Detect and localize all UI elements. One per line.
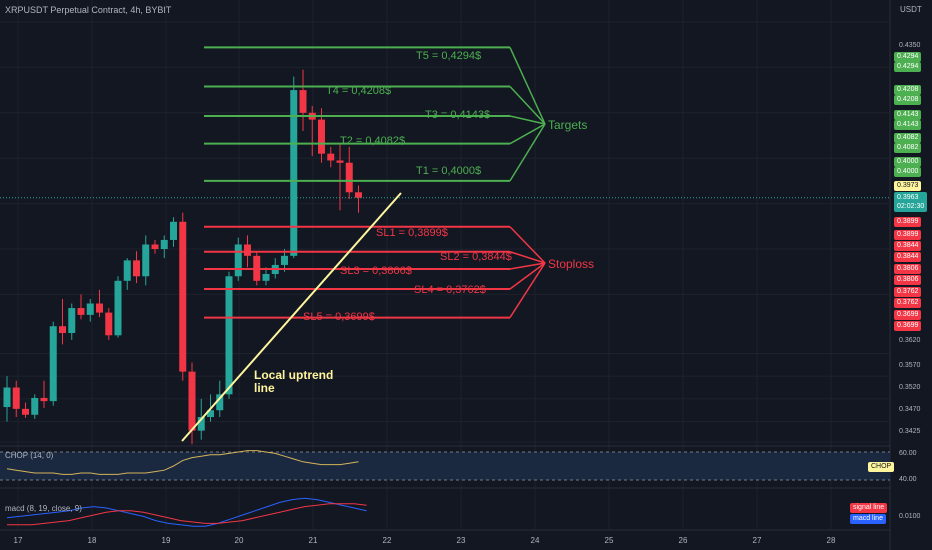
candle-up — [142, 244, 150, 277]
x-tick-label: 24 — [531, 536, 540, 545]
candle-up — [197, 417, 205, 431]
candle-down — [22, 408, 29, 415]
x-tick-label: 17 — [14, 536, 23, 545]
candle-up — [31, 397, 39, 415]
candle-down — [345, 162, 353, 193]
x-tick-label: 22 — [383, 536, 392, 545]
candle-up — [262, 274, 270, 281]
candle-up — [234, 244, 242, 277]
candle-down — [355, 192, 362, 198]
candle-down — [336, 160, 344, 163]
candle-down — [105, 312, 113, 336]
candle-down — [318, 119, 325, 154]
x-tick-label: 23 — [457, 536, 466, 545]
target-arrow-line — [509, 123, 546, 145]
candle-up — [114, 280, 122, 336]
candle-up — [3, 387, 11, 408]
x-tick-label: 18 — [88, 536, 97, 545]
candle-down — [12, 387, 20, 409]
candle-up — [207, 410, 214, 418]
target-arrow-line — [509, 85, 546, 125]
candle-up — [216, 394, 224, 411]
macd-level-label: 0.0100 — [899, 513, 921, 520]
candle-down — [40, 397, 48, 402]
macd-signal-line — [7, 503, 367, 526]
candle-down — [299, 90, 307, 113]
candle-down — [96, 303, 103, 313]
x-tick-label: 20 — [235, 536, 244, 545]
y-tick-label: 0.4350 — [899, 42, 921, 49]
stoploss-arrow-line — [509, 262, 546, 290]
y-tick-label: 0.3425 — [899, 428, 921, 435]
y-tick-label: 0.3520 — [899, 384, 921, 391]
x-tick-label: 25 — [605, 536, 614, 545]
candle-down — [151, 244, 159, 250]
stoploss-arrow-line — [509, 226, 546, 264]
candle-up — [170, 221, 177, 240]
stoploss-arrow-line — [509, 262, 546, 318]
target-arrow-line — [509, 123, 546, 182]
candle-down — [244, 244, 251, 256]
uptrend-line — [181, 192, 402, 442]
candle-down — [77, 308, 85, 315]
x-tick-label: 19 — [162, 536, 171, 545]
candle-up — [290, 90, 298, 256]
candle-down — [188, 371, 196, 431]
candle-down — [59, 326, 66, 334]
macd-line — [6, 497, 367, 527]
y-tick-label: 0.3570 — [899, 362, 921, 369]
target-arrow-line — [509, 115, 546, 125]
candle-up — [225, 276, 233, 395]
chop-band — [0, 452, 890, 480]
x-tick-label: 26 — [679, 536, 688, 545]
candle-down — [327, 153, 335, 161]
stoploss-arrow-line — [509, 251, 546, 264]
candle-up — [86, 303, 94, 315]
candle-up — [123, 260, 131, 281]
y-tick-label: 0.3470 — [899, 406, 921, 413]
candle-up — [68, 308, 76, 334]
candle-up — [281, 255, 288, 265]
candle-down — [133, 260, 140, 277]
candle-up — [49, 326, 57, 402]
x-tick-label: 21 — [309, 536, 318, 545]
candle-up — [160, 239, 168, 250]
x-tick-label: 28 — [827, 536, 836, 545]
x-tick-label: 27 — [753, 536, 762, 545]
candle-down — [179, 221, 187, 372]
y-tick-label: 0.3620 — [899, 337, 921, 344]
stoploss-arrow-line — [509, 262, 546, 270]
chop-line — [6, 450, 359, 475]
target-arrow-line — [509, 47, 546, 125]
chop-level-label: 60.00 — [899, 450, 917, 457]
chop-level-label: 40.00 — [899, 476, 917, 483]
